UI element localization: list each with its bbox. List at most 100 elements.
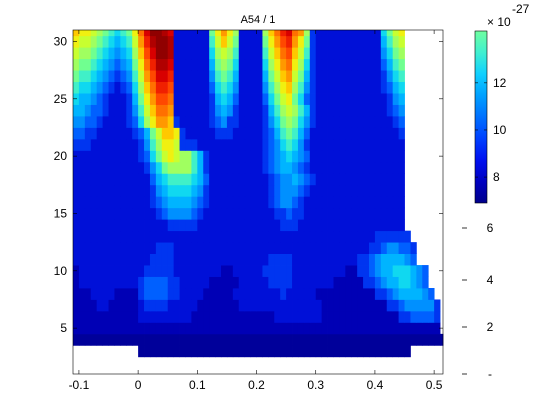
heatmap-cell <box>339 253 346 266</box>
heatmap-cell <box>226 173 234 186</box>
colorbar-tick-label: 10 <box>493 123 507 137</box>
heatmap-cell <box>96 70 103 82</box>
heatmap-cell <box>404 288 411 300</box>
heatmap-cell <box>280 138 287 151</box>
heatmap-cell <box>309 310 317 323</box>
heatmap-cell <box>244 207 251 220</box>
heatmap-cell <box>161 161 169 174</box>
heatmap-cell <box>398 150 405 163</box>
heatmap-cell <box>179 127 186 140</box>
heatmap-cell <box>286 104 293 117</box>
heatmap-cell <box>144 253 151 266</box>
heatmap-cell <box>363 138 370 151</box>
heatmap-cell <box>303 47 311 60</box>
heatmap-cell <box>185 276 192 289</box>
heatmap-cell <box>179 207 186 220</box>
heatmap-cell <box>185 207 192 220</box>
heatmap-cell <box>274 288 281 300</box>
heatmap-cell <box>244 150 251 163</box>
heatmap-cell <box>197 322 204 335</box>
heatmap-cell <box>161 345 169 358</box>
heatmap-cell <box>138 345 145 358</box>
heatmap-cell <box>250 70 257 82</box>
heatmap-cell <box>380 173 388 186</box>
heatmap-cell <box>321 116 328 128</box>
heatmap-cell <box>132 58 139 71</box>
y-tick-label: 5 <box>60 321 67 335</box>
heatmap-cell <box>345 333 352 346</box>
heatmap-cell <box>256 242 263 254</box>
plot-frame <box>72 29 444 375</box>
heatmap-cell <box>398 184 405 197</box>
heatmap-cell <box>197 47 204 60</box>
heatmap-cell <box>380 345 388 358</box>
heatmap-cell <box>244 299 251 312</box>
heatmap-cell <box>197 288 204 300</box>
heatmap-cell <box>386 333 394 346</box>
heatmap-cell <box>149 253 157 266</box>
heatmap-cell <box>292 116 299 128</box>
heatmap-cell <box>173 81 180 94</box>
heatmap-cell <box>369 35 376 48</box>
heatmap-cell <box>132 196 139 209</box>
heatmap-cell <box>90 173 98 186</box>
heatmap-cell <box>333 265 340 277</box>
heatmap-cell <box>84 288 92 300</box>
heatmap-cell <box>280 116 287 128</box>
heatmap-cell <box>386 81 394 94</box>
heatmap-cell <box>262 150 269 163</box>
heatmap-cell <box>351 47 358 60</box>
heatmap-cell <box>369 230 376 243</box>
heatmap-cell <box>327 81 334 94</box>
heatmap-cell <box>197 219 204 232</box>
heatmap-cell <box>345 104 352 117</box>
heatmap-cell <box>386 47 394 60</box>
heatmap-cell <box>380 70 388 82</box>
heatmap-cell <box>155 93 163 105</box>
heatmap-cell <box>345 184 352 197</box>
heatmap-cell <box>392 219 399 232</box>
heatmap-cell <box>380 138 388 151</box>
heatmap-cell <box>179 265 186 277</box>
heatmap-cell <box>357 276 364 289</box>
heatmap-cell <box>96 93 103 105</box>
heatmap-cell <box>333 35 340 48</box>
heatmap-cell <box>392 30 399 37</box>
heatmap-cell <box>286 116 293 128</box>
heatmap-cell <box>120 150 127 163</box>
heatmap-cell <box>434 310 441 323</box>
heatmap-cell <box>203 150 210 163</box>
heatmap-cell <box>392 230 399 243</box>
heatmap-cell <box>226 276 234 289</box>
heatmap-cell <box>167 242 175 254</box>
heatmap-cell <box>203 219 210 232</box>
heatmap-cell <box>73 161 80 174</box>
heatmap-cell <box>339 288 346 300</box>
heatmap-cell <box>221 161 228 174</box>
heatmap-cell <box>90 242 98 254</box>
heatmap-cell <box>102 207 109 220</box>
heatmap-cell <box>398 116 405 128</box>
heatmap-cell <box>197 150 204 163</box>
heatmap-cell <box>114 93 121 105</box>
heatmap-cell <box>179 253 186 266</box>
heatmap-cell <box>286 58 293 71</box>
heatmap-cell <box>144 219 151 232</box>
heatmap-cell <box>268 127 275 140</box>
heatmap-cell <box>369 333 376 346</box>
heatmap-cell <box>108 47 115 60</box>
heatmap-cell <box>369 81 376 94</box>
heatmap-cell <box>333 116 340 128</box>
heatmap-cell <box>404 230 411 243</box>
heatmap-cell <box>209 70 216 82</box>
heatmap-cell <box>292 184 299 197</box>
heatmap-cell <box>297 322 305 335</box>
heatmap-cell <box>374 207 382 220</box>
heatmap-cell <box>102 333 109 346</box>
heatmap-cell <box>262 127 269 140</box>
heatmap-cell <box>244 35 251 48</box>
heatmap-cell <box>374 196 382 209</box>
heatmap-cell <box>386 138 394 151</box>
heatmap-cell <box>108 81 115 94</box>
heatmap-cell <box>232 138 240 151</box>
